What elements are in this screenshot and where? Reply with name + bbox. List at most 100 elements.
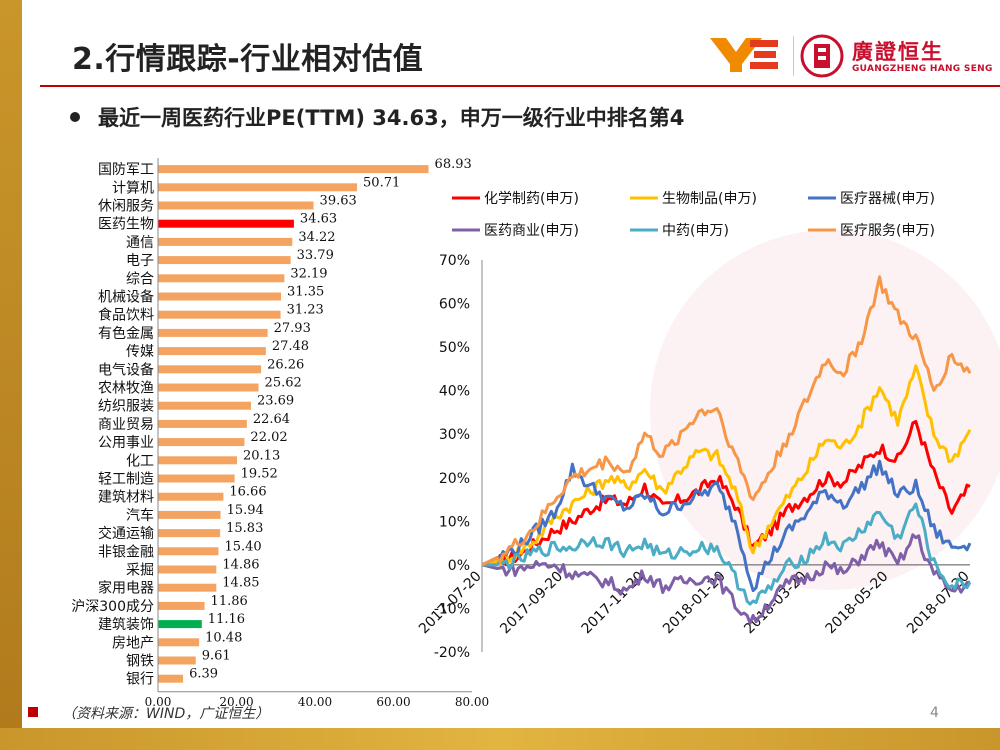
category-label: 电子 xyxy=(126,253,154,269)
series-line-3 xyxy=(481,533,971,625)
series-line-0 xyxy=(481,419,971,567)
category-label: 轻工制造 xyxy=(98,472,154,488)
bar-休闲服务 xyxy=(158,201,314,210)
category-label: 采掘 xyxy=(126,563,154,579)
bar-轻工制造 xyxy=(158,474,235,483)
company-name-cn: 廣證恒生 xyxy=(852,40,944,64)
value-label: 27.48 xyxy=(272,339,309,354)
bar-家用电器 xyxy=(158,583,217,592)
bar-银行 xyxy=(158,674,184,683)
category-label: 建筑装饰 xyxy=(98,617,154,633)
value-label: 22.02 xyxy=(250,430,287,445)
category-label: 医药生物 xyxy=(98,217,154,233)
category-label: 综合 xyxy=(126,271,154,287)
category-label: 纺织服装 xyxy=(98,399,154,415)
bar-汽车 xyxy=(158,510,221,519)
bar-x-tick: 20.00 xyxy=(219,695,253,709)
value-label: 15.94 xyxy=(227,503,264,518)
line-y-tick: 70% xyxy=(439,253,470,269)
category-label: 食品饮料 xyxy=(98,307,154,324)
value-label: 16.66 xyxy=(229,485,266,500)
line-x-tick: 2018-01-20 xyxy=(660,568,729,637)
value-label: 23.69 xyxy=(257,394,294,409)
value-label: 32.19 xyxy=(290,266,327,281)
bar-机械设备 xyxy=(158,292,282,301)
left-decor-strip xyxy=(0,0,22,750)
bar-传媒 xyxy=(158,347,266,356)
bar-电气设备 xyxy=(158,365,262,374)
bar-采掘 xyxy=(158,565,217,574)
line-y-tick: 0% xyxy=(448,558,470,574)
page-number: 4 xyxy=(930,705,939,721)
category-label: 房地产 xyxy=(112,635,154,651)
value-label: 33.79 xyxy=(297,248,334,263)
value-label: 50.71 xyxy=(363,175,400,190)
legend-label: 医疗服务(申万) xyxy=(840,223,935,239)
value-label: 68.93 xyxy=(435,157,472,172)
value-label: 10.48 xyxy=(205,630,242,645)
line-y-tick: 10% xyxy=(439,514,470,530)
line-y-tick: -20% xyxy=(434,645,470,661)
category-label: 家用电器 xyxy=(98,580,154,597)
value-label: 25.62 xyxy=(265,376,302,391)
bar-x-tick: 60.00 xyxy=(376,695,410,709)
category-label: 公用事业 xyxy=(98,435,154,451)
bar-纺织服装 xyxy=(158,401,251,410)
line-x-tick: 2018-05-20 xyxy=(823,568,892,637)
value-label: 15.83 xyxy=(226,521,263,536)
bar-商业贸易 xyxy=(158,419,247,428)
source-marker xyxy=(28,707,38,717)
industry-line-chart: 化学制药(申万) 生物制品(申万) 医疗器械(申万) 医药商业(申万) 中药(申万) 医疗… xyxy=(416,191,973,661)
category-label: 汽车 xyxy=(126,507,154,524)
slide-subtitle: 最近一周医药行业PE(TTM) 34.63，申万一级行业中排名第4 xyxy=(98,106,685,130)
category-label: 沪深300成分 xyxy=(71,599,154,615)
company-seal-icon xyxy=(800,34,844,78)
bar-计算机 xyxy=(158,183,358,192)
bar-电子 xyxy=(158,256,291,265)
value-label: 34.22 xyxy=(298,230,335,245)
category-label: 电气设备 xyxy=(98,361,154,378)
legend-label: 医药商业(申万) xyxy=(484,223,579,239)
pe-bar-chart: 国防军工 68.93 计算机 50.71 休闲服务 39.63 医药生物 34.63 通信 34.… xyxy=(71,157,489,709)
bar-沪深300成分 xyxy=(158,601,205,610)
category-label: 农林牧渔 xyxy=(98,381,154,397)
bar-综合 xyxy=(158,274,285,283)
legend-label: 生物制品(申万) xyxy=(662,191,757,207)
bar-通信 xyxy=(158,237,293,246)
line-y-tick: 60% xyxy=(439,297,470,313)
line-y-tick: 30% xyxy=(439,427,470,443)
bar-医药生物 xyxy=(158,219,294,228)
source-note: （资料来源：WIND，广证恒生） xyxy=(62,706,270,722)
legend-label: 化学制药(申万) xyxy=(484,191,579,207)
category-label: 计算机 xyxy=(112,180,154,196)
ye-logo-icon xyxy=(710,38,778,72)
line-x-tick: 2018-07-20 xyxy=(904,568,973,637)
value-label: 22.64 xyxy=(253,412,290,427)
category-label: 休闲服务 xyxy=(98,199,154,215)
category-label: 有色金属 xyxy=(98,325,154,342)
value-label: 11.16 xyxy=(208,612,245,627)
bullet-icon xyxy=(70,112,80,122)
category-label: 传媒 xyxy=(126,344,154,360)
value-label: 31.35 xyxy=(287,285,324,300)
category-label: 化工 xyxy=(126,453,154,469)
bar-房地产 xyxy=(158,638,200,647)
value-label: 15.40 xyxy=(224,539,261,554)
line-y-tick: -10% xyxy=(434,601,470,617)
series-line-5 xyxy=(481,275,972,567)
bar-食品饮料 xyxy=(158,310,281,319)
value-label: 9.61 xyxy=(202,649,231,664)
bar-x-tick: 80.00 xyxy=(455,695,489,709)
line-x-tick: 2017-07-20 xyxy=(416,568,485,637)
bar-建筑装饰 xyxy=(158,620,202,629)
series-line-1 xyxy=(481,364,972,567)
company-name-en: GUANGZHENG HANG SENG xyxy=(852,64,993,74)
bar-x-tick: 40.00 xyxy=(298,695,332,709)
value-label: 6.39 xyxy=(189,667,218,682)
value-label: 39.63 xyxy=(320,194,357,209)
category-label: 银行 xyxy=(126,672,154,688)
category-label: 机械设备 xyxy=(98,289,154,306)
category-label: 商业贸易 xyxy=(98,417,154,433)
category-label: 国防军工 xyxy=(98,162,154,178)
value-label: 14.85 xyxy=(222,576,259,591)
